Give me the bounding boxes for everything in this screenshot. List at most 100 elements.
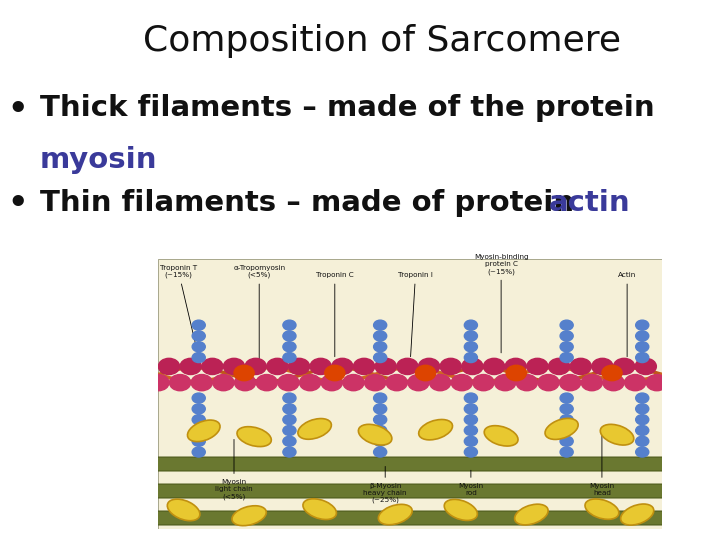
Circle shape — [440, 359, 462, 375]
Text: β-Myosin
heavy chain
(~25%): β-Myosin heavy chain (~25%) — [364, 467, 407, 503]
Circle shape — [397, 359, 418, 375]
Circle shape — [283, 393, 296, 403]
Text: Myosin
rod: Myosin rod — [459, 470, 483, 496]
Circle shape — [374, 404, 387, 414]
Text: Actin: Actin — [618, 273, 636, 357]
Circle shape — [592, 359, 613, 375]
Circle shape — [375, 359, 396, 375]
Circle shape — [560, 342, 573, 352]
Circle shape — [464, 320, 477, 330]
Ellipse shape — [419, 420, 452, 440]
Circle shape — [636, 331, 649, 341]
Text: Myosin
light chain
(<5%): Myosin light chain (<5%) — [215, 440, 253, 500]
Circle shape — [560, 404, 573, 414]
Ellipse shape — [303, 499, 336, 519]
Circle shape — [473, 375, 494, 391]
Circle shape — [560, 353, 573, 362]
Circle shape — [192, 393, 205, 403]
Circle shape — [527, 359, 548, 375]
Circle shape — [213, 375, 234, 391]
Ellipse shape — [444, 500, 477, 521]
Circle shape — [560, 436, 573, 446]
Circle shape — [374, 436, 387, 446]
Circle shape — [245, 359, 266, 375]
Circle shape — [560, 426, 573, 435]
Text: myosin: myosin — [40, 146, 157, 174]
Ellipse shape — [515, 504, 548, 525]
Circle shape — [464, 331, 477, 341]
Text: actin: actin — [549, 189, 630, 217]
Circle shape — [192, 331, 205, 341]
Circle shape — [300, 375, 320, 391]
Circle shape — [560, 415, 573, 424]
Ellipse shape — [600, 424, 634, 445]
Circle shape — [559, 375, 581, 391]
Circle shape — [570, 359, 591, 375]
Circle shape — [549, 359, 570, 375]
Ellipse shape — [545, 418, 578, 440]
Circle shape — [560, 331, 573, 341]
Circle shape — [283, 320, 296, 330]
Text: Thin filaments – made of protein: Thin filaments – made of protein — [40, 189, 584, 217]
Circle shape — [192, 375, 212, 391]
Ellipse shape — [237, 427, 271, 447]
Circle shape — [278, 375, 299, 391]
Circle shape — [158, 359, 179, 375]
Circle shape — [374, 353, 387, 362]
Circle shape — [234, 365, 254, 381]
Circle shape — [192, 415, 205, 424]
Ellipse shape — [585, 499, 618, 519]
Circle shape — [625, 375, 646, 391]
Circle shape — [538, 375, 559, 391]
FancyBboxPatch shape — [151, 511, 670, 525]
Circle shape — [636, 342, 649, 352]
Circle shape — [451, 375, 472, 391]
FancyBboxPatch shape — [151, 484, 670, 498]
Text: •: • — [7, 189, 27, 220]
Text: Thick filaments – made of the protein: Thick filaments – made of the protein — [40, 94, 654, 123]
Circle shape — [343, 375, 364, 391]
Ellipse shape — [359, 424, 392, 445]
Text: Troponin I: Troponin I — [398, 273, 433, 357]
Circle shape — [374, 447, 387, 457]
Circle shape — [374, 426, 387, 435]
Circle shape — [408, 375, 429, 391]
Circle shape — [192, 447, 205, 457]
Circle shape — [364, 375, 386, 391]
Circle shape — [386, 375, 408, 391]
Circle shape — [180, 359, 202, 375]
Circle shape — [636, 447, 649, 457]
Circle shape — [418, 359, 440, 375]
Circle shape — [283, 331, 296, 341]
Circle shape — [464, 436, 477, 446]
Text: •: • — [7, 94, 27, 125]
Circle shape — [516, 375, 537, 391]
Circle shape — [192, 426, 205, 435]
Circle shape — [484, 359, 505, 375]
Circle shape — [636, 415, 649, 424]
Circle shape — [354, 359, 374, 375]
Circle shape — [192, 353, 205, 362]
Circle shape — [430, 375, 451, 391]
Circle shape — [283, 426, 296, 435]
Circle shape — [464, 353, 477, 362]
Circle shape — [464, 426, 477, 435]
Circle shape — [464, 415, 477, 424]
Circle shape — [266, 359, 288, 375]
Circle shape — [283, 404, 296, 414]
Circle shape — [636, 393, 649, 403]
Circle shape — [602, 365, 622, 381]
Text: α-Tropomyosin
(<5%): α-Tropomyosin (<5%) — [233, 265, 285, 364]
Circle shape — [202, 359, 223, 375]
Circle shape — [192, 436, 205, 446]
Text: Myosin
head: Myosin head — [590, 434, 614, 496]
Ellipse shape — [298, 418, 331, 439]
Circle shape — [505, 359, 526, 375]
Circle shape — [289, 359, 310, 375]
Circle shape — [223, 359, 245, 375]
Circle shape — [464, 447, 477, 457]
Circle shape — [374, 320, 387, 330]
Circle shape — [560, 393, 573, 403]
Circle shape — [636, 320, 649, 330]
Circle shape — [310, 359, 331, 375]
